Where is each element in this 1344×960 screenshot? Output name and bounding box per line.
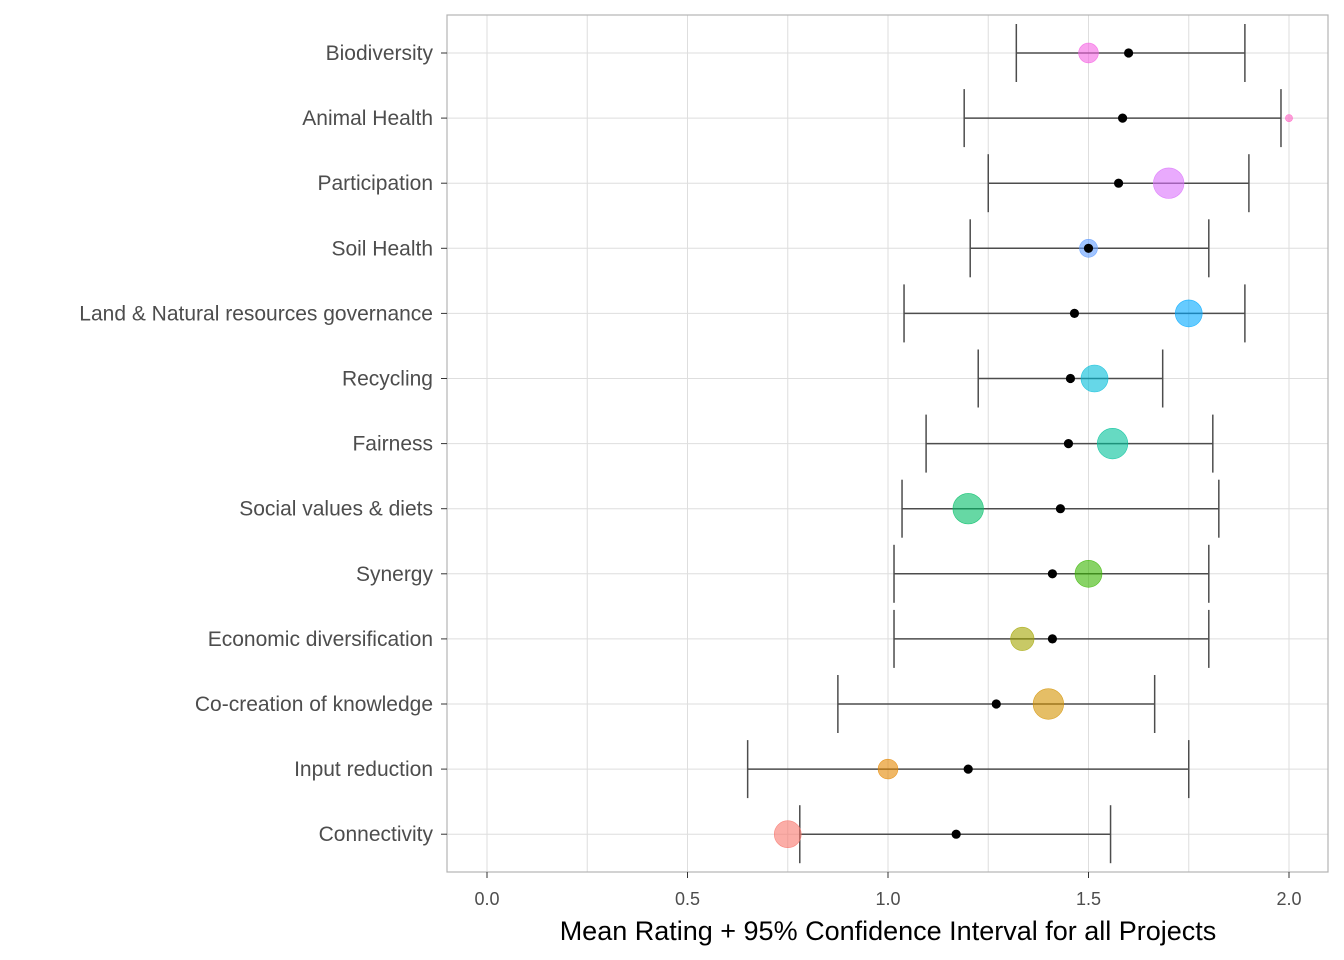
rating-bubble — [1174, 299, 1203, 328]
rating-bubble — [773, 820, 802, 849]
mean-point — [1113, 178, 1124, 188]
rating-bubble — [1074, 559, 1103, 588]
category-label: Soil Health — [331, 237, 433, 260]
category-label: Participation — [317, 172, 433, 195]
category-label: Co-creation of knowledge — [195, 693, 433, 716]
rating-bubble — [1010, 626, 1035, 651]
x-tick-label: 2.0 — [1276, 889, 1301, 909]
category-label: Economic diversification — [208, 628, 433, 651]
mean-point — [991, 699, 1001, 709]
mean-point — [1055, 504, 1066, 514]
x-tick-label: 0.5 — [675, 889, 700, 909]
mean-point — [1083, 243, 1094, 253]
mean-point — [1069, 308, 1080, 318]
category-label: Connectivity — [319, 823, 434, 846]
category-label: Synergy — [356, 563, 434, 586]
rating-bubble — [1153, 167, 1185, 199]
mean-point — [1047, 634, 1058, 644]
category-label: Recycling — [342, 368, 433, 391]
mean-point — [1117, 113, 1128, 123]
category-label: Land & Natural resources governance — [79, 302, 433, 325]
mean-point — [1124, 48, 1134, 58]
x-axis-title: Mean Rating + 95% Confidence Interval fo… — [560, 916, 1217, 946]
category-label: Animal Health — [302, 107, 433, 130]
rating-bubble — [1078, 42, 1099, 64]
category-label: Social values & diets — [239, 498, 433, 521]
y-axis-ticks: Biodiversity Animal Health Participation So… — [79, 42, 447, 846]
category-label: Input reduction — [294, 758, 433, 781]
rating-bubble — [1096, 428, 1129, 460]
rating-bubble — [1285, 114, 1293, 122]
x-axis-ticks: 0.0 0.5 1.0 1.5 2.0 — [474, 872, 1302, 909]
mean-point — [1047, 569, 1058, 579]
x-tick-label: 1.0 — [875, 889, 900, 909]
category-label: Biodiversity — [326, 42, 434, 65]
rating-bubble — [952, 493, 984, 525]
rating-bubble — [1080, 364, 1109, 393]
rating-bubble — [877, 758, 899, 780]
x-tick-label: 0.0 — [474, 889, 499, 909]
mean-point — [1063, 439, 1074, 449]
rating-bubble — [1032, 688, 1064, 720]
project-rating-bubbles — [773, 42, 1293, 849]
category-label: Fairness — [352, 433, 433, 456]
mean-point — [963, 764, 973, 774]
mean-point — [1065, 373, 1076, 384]
mean-point — [951, 829, 961, 839]
x-tick-label: 1.5 — [1076, 889, 1101, 909]
mean-points — [951, 48, 1134, 839]
